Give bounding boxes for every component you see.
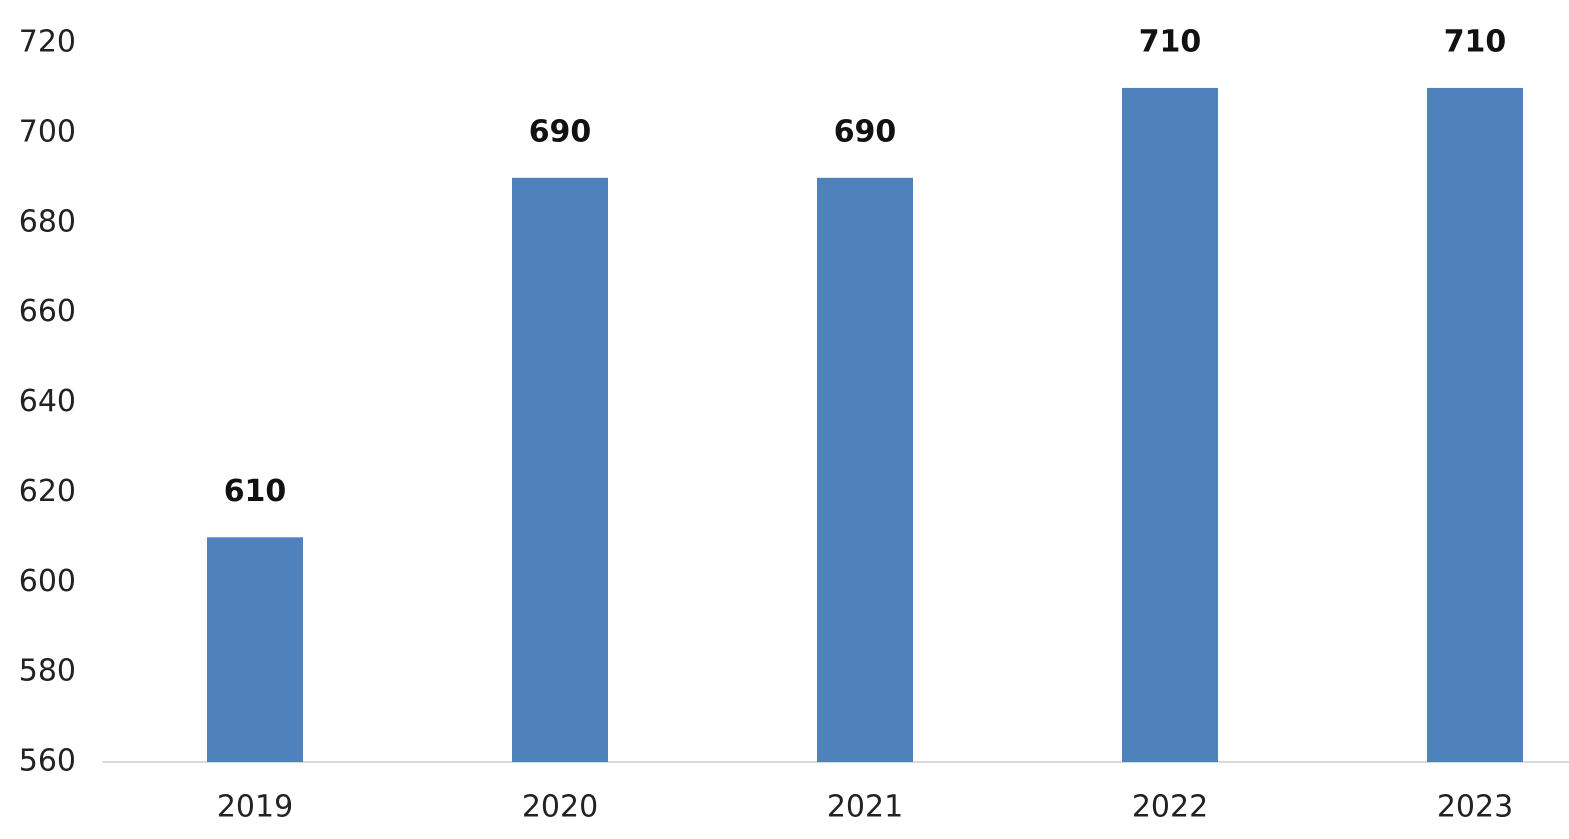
x-tick-label: 2019 [217, 790, 293, 825]
bar [207, 537, 303, 762]
data-label: 690 [529, 114, 592, 149]
y-tick-label: 580 [19, 654, 76, 689]
data-label: 610 [224, 474, 287, 509]
data-label: 690 [834, 114, 897, 149]
data-label: 710 [1444, 24, 1507, 59]
data-label: 710 [1139, 24, 1202, 59]
bar [1427, 87, 1523, 762]
bar [817, 177, 913, 762]
x-tick-label: 2022 [1132, 790, 1208, 825]
x-tick-label: 2021 [827, 790, 903, 825]
bar [1122, 87, 1218, 762]
y-tick-label: 700 [19, 114, 76, 149]
y-tick-label: 600 [19, 564, 76, 599]
x-tick-label: 2023 [1437, 790, 1513, 825]
y-tick-label: 620 [19, 474, 76, 509]
y-tick-label: 560 [19, 744, 76, 779]
y-tick-label: 680 [19, 204, 76, 239]
x-tick-label: 2020 [522, 790, 598, 825]
y-tick-label: 640 [19, 384, 76, 419]
bar [512, 177, 608, 762]
y-tick-label: 660 [19, 294, 76, 329]
y-tick-label: 720 [19, 25, 76, 60]
